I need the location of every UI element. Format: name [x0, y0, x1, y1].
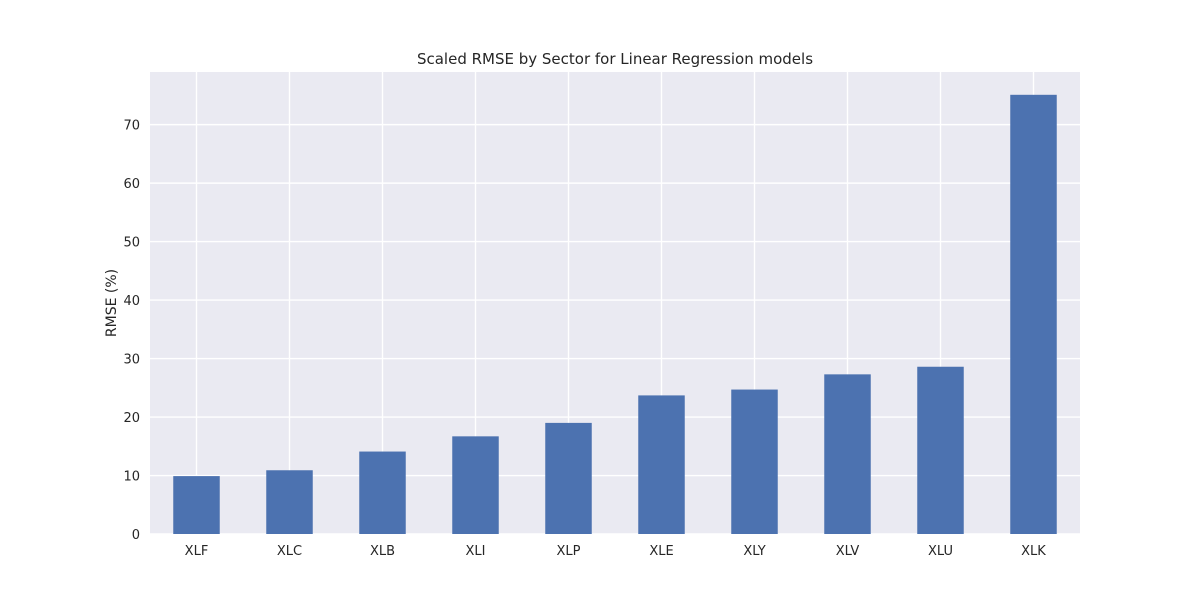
y-tick-label: 40 [123, 294, 140, 309]
y-tick-label: 50 [123, 236, 140, 251]
x-tick-label: XLE [649, 544, 673, 559]
bar-xlv [824, 374, 871, 534]
bar-xlk [1010, 94, 1057, 535]
x-tick-label: XLK [1021, 544, 1046, 559]
bar-xlp [545, 422, 592, 534]
bar-xle [638, 395, 685, 534]
y-tick-label: 0 [132, 528, 140, 543]
bar-xlc [266, 470, 313, 534]
bars [173, 94, 1057, 535]
y-tick-label: 30 [123, 353, 140, 368]
x-tick-label: XLP [557, 544, 581, 559]
y-axis-label: RMSE (%) [104, 269, 120, 337]
y-tick-label: 10 [123, 470, 140, 485]
y-tick-label: 60 [123, 177, 140, 192]
chart-title: Scaled RMSE by Sector for Linear Regress… [417, 50, 813, 68]
y-tick-label: 20 [123, 411, 140, 426]
bar-xli [452, 436, 499, 534]
x-tick-label: XLC [277, 544, 302, 559]
x-tick-label: XLV [836, 544, 860, 559]
x-tick-label: XLU [928, 544, 953, 559]
bar-xlb [359, 451, 406, 534]
bar-xlf [173, 476, 220, 534]
x-tick-label: XLY [743, 544, 765, 559]
x-tick-label: XLI [466, 544, 486, 559]
x-tick-labels: XLF XLC XLB XLI XLP XLE XLY XLV XLU XLK [185, 544, 1047, 559]
bar-xly [731, 389, 778, 534]
y-tick-labels: 0 10 20 30 40 50 60 70 [123, 119, 140, 543]
x-tick-label: XLB [370, 544, 395, 559]
bar-xlu [917, 366, 964, 534]
y-tick-label: 70 [123, 119, 140, 134]
x-tick-label: XLF [185, 544, 209, 559]
